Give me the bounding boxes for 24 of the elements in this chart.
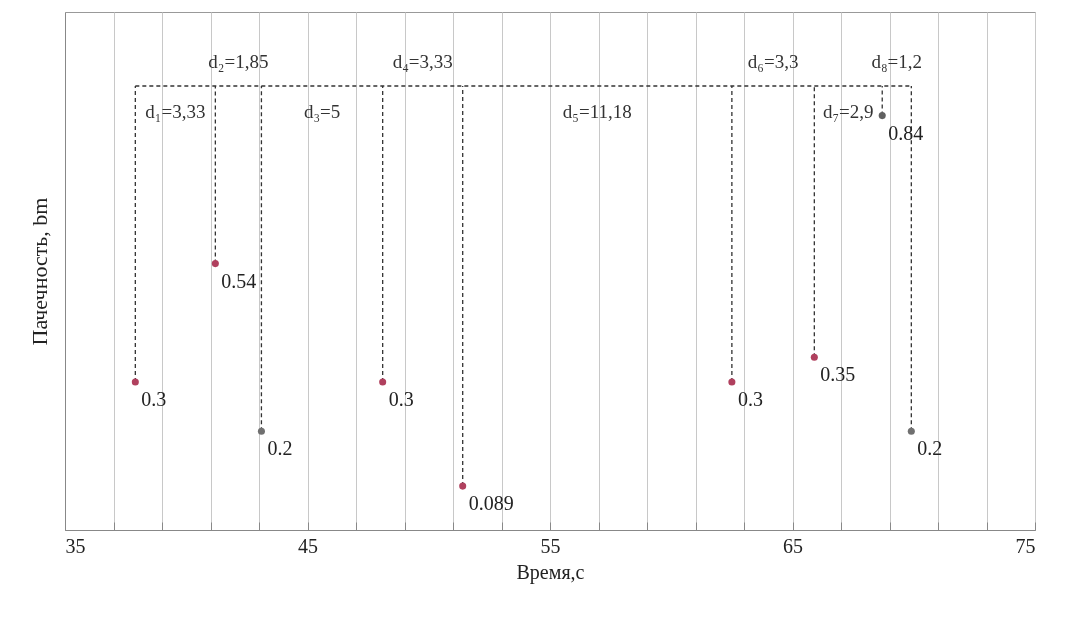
annotation: d₇=2,9 [822, 101, 874, 122]
data-label: 0.54 [221, 269, 257, 292]
annotation: d₆=3,3 [747, 51, 799, 72]
x-tick-label: 65 [783, 534, 803, 557]
data-label: 0.3 [388, 388, 414, 410]
data-label: 0.089 [468, 492, 514, 515]
data-label: 0.84 [888, 121, 924, 144]
x-tick-label: 75 [1015, 534, 1036, 557]
data-label: 0.3 [737, 388, 763, 410]
data-label: 0.2 [917, 437, 943, 460]
x-axis-title: Время,с [516, 560, 585, 584]
x-tick-label: 45 [298, 534, 318, 557]
annotation: d₃=5 [303, 101, 341, 122]
y-axis-title: Пачечность, bm [26, 197, 52, 346]
annotation: d₄=3,33 [392, 51, 453, 72]
annotation: d₅=11,18 [562, 101, 632, 122]
data-label: 0.2 [267, 437, 293, 460]
annotation: d₈=1,2 [871, 51, 923, 72]
annotation: d₁=3,33 [145, 101, 206, 122]
data-label: 0.35 [820, 363, 856, 386]
data-label: 0.3 [141, 388, 167, 410]
x-tick-label: 55 [540, 534, 561, 557]
x-tick-label: 35 [65, 534, 86, 557]
annotation: d₂=1,85 [208, 51, 269, 72]
